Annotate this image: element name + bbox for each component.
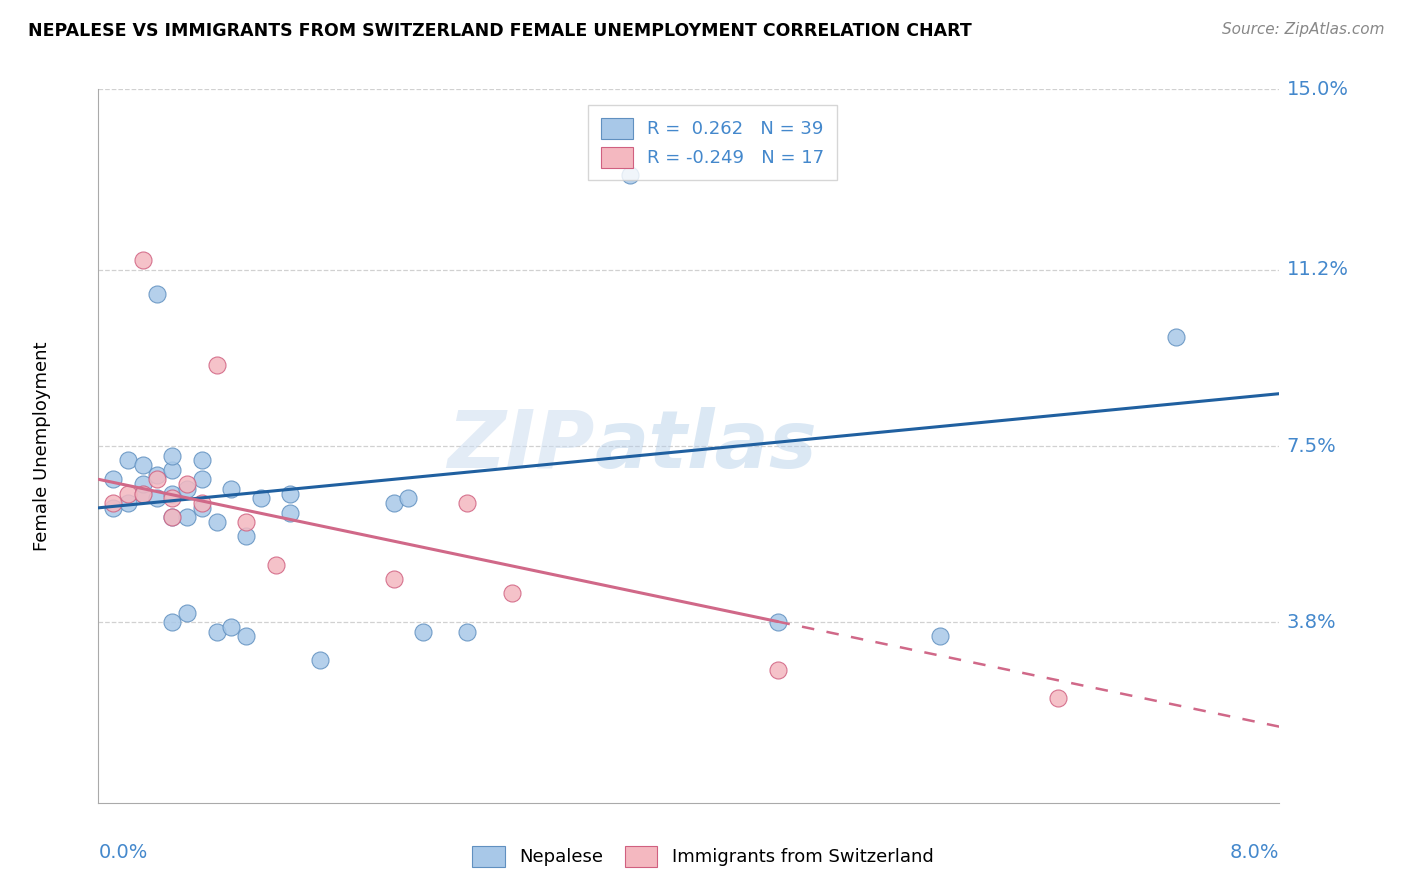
Point: [278, 486, 301, 500]
Point: [264, 558, 287, 572]
Point: [132, 486, 155, 500]
Point: [456, 496, 478, 510]
Point: [619, 168, 641, 182]
Text: 0.0%: 0.0%: [98, 843, 148, 862]
Text: ZIP: ZIP: [447, 407, 595, 485]
Text: 7.5%: 7.5%: [1286, 436, 1336, 456]
Point: [191, 472, 214, 486]
Text: Source: ZipAtlas.com: Source: ZipAtlas.com: [1222, 22, 1385, 37]
Point: [396, 491, 419, 506]
Point: [1046, 691, 1069, 706]
Legend: Nepalese, Immigrants from Switzerland: Nepalese, Immigrants from Switzerland: [465, 838, 941, 874]
Point: [117, 496, 139, 510]
Point: [176, 510, 198, 524]
Text: NEPALESE VS IMMIGRANTS FROM SWITZERLAND FEMALE UNEMPLOYMENT CORRELATION CHART: NEPALESE VS IMMIGRANTS FROM SWITZERLAND …: [28, 22, 972, 40]
Point: [176, 482, 198, 496]
Text: 11.2%: 11.2%: [1286, 260, 1348, 279]
Legend: R =  0.262   N = 39, R = -0.249   N = 17: R = 0.262 N = 39, R = -0.249 N = 17: [588, 105, 837, 180]
Point: [176, 477, 198, 491]
Point: [235, 515, 257, 529]
Point: [176, 606, 198, 620]
Point: [219, 620, 242, 634]
Text: 3.8%: 3.8%: [1286, 613, 1336, 632]
Point: [250, 491, 273, 506]
Point: [308, 653, 332, 667]
Point: [191, 453, 214, 467]
Point: [117, 486, 139, 500]
Point: [205, 515, 228, 529]
Point: [103, 496, 124, 510]
Point: [766, 615, 789, 629]
Point: [103, 500, 124, 515]
Text: Female Unemployment: Female Unemployment: [34, 342, 51, 550]
Text: 15.0%: 15.0%: [1286, 79, 1348, 99]
Point: [162, 510, 183, 524]
Point: [219, 482, 242, 496]
Point: [132, 253, 155, 268]
Point: [132, 486, 155, 500]
Point: [132, 477, 155, 491]
Point: [205, 358, 228, 372]
Point: [501, 586, 523, 600]
Point: [162, 486, 183, 500]
Point: [162, 463, 183, 477]
Point: [191, 496, 214, 510]
Point: [205, 624, 228, 639]
Point: [146, 286, 169, 301]
Point: [278, 506, 301, 520]
Point: [103, 472, 124, 486]
Point: [146, 472, 169, 486]
Point: [766, 663, 789, 677]
Point: [235, 629, 257, 643]
Point: [146, 467, 169, 482]
Point: [1164, 329, 1187, 343]
Point: [412, 624, 434, 639]
Text: 8.0%: 8.0%: [1230, 843, 1279, 862]
Point: [162, 615, 183, 629]
Point: [456, 624, 478, 639]
Point: [928, 629, 950, 643]
Point: [382, 572, 405, 586]
Point: [235, 529, 257, 543]
Point: [162, 510, 183, 524]
Text: atlas: atlas: [595, 407, 817, 485]
Point: [132, 458, 155, 472]
Point: [162, 449, 183, 463]
Point: [382, 496, 405, 510]
Point: [117, 453, 139, 467]
Point: [191, 500, 214, 515]
Point: [162, 491, 183, 506]
Point: [146, 491, 169, 506]
